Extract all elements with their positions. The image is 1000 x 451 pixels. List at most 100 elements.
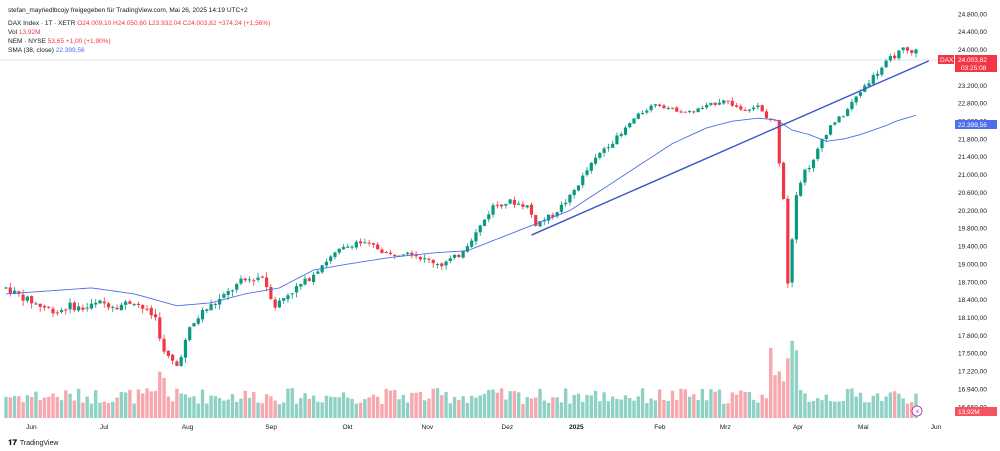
x-tick-label: Dez <box>502 424 514 431</box>
candle-body <box>709 102 713 105</box>
candle-body <box>786 198 790 284</box>
volume-bar <box>525 397 529 418</box>
candle-body <box>474 232 478 242</box>
y-tick-label: 21.400,00 <box>958 154 987 161</box>
volume-bar <box>683 389 687 418</box>
volume-bar <box>136 389 141 418</box>
volume-bar <box>534 397 538 418</box>
candle-body <box>551 214 555 218</box>
instrument-row[interactable]: DAX Index · 1T · XETR O24.009,10 H24.050… <box>8 19 270 28</box>
volume-bar <box>756 402 760 418</box>
volume-bar <box>666 401 670 418</box>
volume-bar <box>277 403 282 418</box>
candle-body <box>457 254 461 258</box>
volume-bar <box>786 358 790 418</box>
candle-body <box>465 246 470 252</box>
candle-body <box>568 194 572 203</box>
dax-tag-bg <box>938 55 954 64</box>
candle-body <box>461 251 465 258</box>
candle-body <box>166 350 170 356</box>
volume-bar <box>111 401 115 418</box>
candle-body <box>640 113 645 115</box>
candle-body <box>730 100 734 106</box>
vol-price-badge <box>955 407 997 416</box>
volume-bar <box>59 400 64 418</box>
sma-price-badge <box>955 120 997 129</box>
candle-body <box>286 295 290 300</box>
candle-body <box>371 243 376 245</box>
volume-bar <box>29 396 34 418</box>
volume-bar <box>380 403 384 418</box>
volume-bar <box>521 403 525 418</box>
volume-bar <box>679 388 683 418</box>
y-tick-label: 24.400,00 <box>958 29 987 36</box>
volume-bar <box>350 398 354 418</box>
volume-bar <box>726 403 730 418</box>
tradingview-logo[interactable]: 𝟏𝟕 TradingView <box>8 438 58 448</box>
volume-bar <box>546 402 551 418</box>
candle-body <box>717 102 722 105</box>
volume-bar <box>649 398 653 418</box>
volume-bar <box>388 390 393 418</box>
candle-body <box>517 203 521 205</box>
nem-row[interactable]: NEM · NYSE 53,65 +1,00 (+1,90%) <box>8 37 270 46</box>
volume-bar <box>704 400 709 418</box>
candle-body <box>316 271 320 274</box>
y-tick-label: 19.800,00 <box>958 226 987 233</box>
candle-body <box>893 55 897 59</box>
candle-body <box>42 305 47 308</box>
candle-body <box>72 302 76 311</box>
vol-label: Vol <box>8 29 18 36</box>
volume-bar <box>217 397 222 418</box>
volume-bar <box>393 390 397 418</box>
volume-bar <box>324 395 329 418</box>
volume-bar <box>606 401 611 418</box>
candle-body <box>529 204 534 215</box>
candle-body <box>158 317 162 339</box>
candle-body <box>636 113 640 119</box>
candle-body <box>435 263 440 265</box>
lightning-icon[interactable] <box>911 405 923 417</box>
volume-bar <box>311 395 316 418</box>
candle-body <box>478 225 482 233</box>
candle-body <box>521 204 525 207</box>
volume-bar <box>337 397 341 418</box>
volume-bar <box>551 397 555 418</box>
lightning-glyph: ⚡ <box>915 408 920 416</box>
candle-body <box>192 323 196 327</box>
volume-bar <box>183 394 188 418</box>
candle-body <box>30 296 34 304</box>
volume-bar <box>555 397 559 418</box>
candle-body <box>448 258 452 261</box>
candle-body <box>581 175 585 186</box>
candle-body <box>188 327 192 341</box>
candle-body <box>359 241 363 244</box>
candle-body <box>713 102 717 105</box>
candle-body <box>115 307 119 310</box>
candle-body <box>559 204 563 212</box>
sma-row[interactable]: SMA (38, close) 22.399,56 <box>8 46 270 55</box>
shared-by: stefan_mayriedlbcojy freigegeben für Tra… <box>8 7 248 14</box>
candle-body <box>106 303 111 308</box>
candle-body <box>209 304 213 311</box>
volume-bar <box>166 396 171 418</box>
candle-body <box>350 246 354 248</box>
volume-bar <box>602 392 606 418</box>
candle-body <box>880 67 884 75</box>
candle-body <box>816 148 820 160</box>
candle-body <box>282 298 286 301</box>
volume-bar <box>230 394 235 418</box>
volume-bar <box>196 403 200 418</box>
volume-bar <box>734 394 739 418</box>
trend-line[interactable] <box>531 60 930 236</box>
volume-bar <box>175 388 179 418</box>
candle-body <box>124 301 128 305</box>
candle-body <box>102 301 106 304</box>
candle-body <box>611 143 615 148</box>
candle-body <box>546 214 551 221</box>
volume-bar <box>568 403 572 418</box>
candle-body <box>346 246 350 248</box>
time-axis[interactable]: Jun Jul Aug Sep Okt Nov Dez 2025 Feb Mrz Apr Mai Jun <box>26 424 941 431</box>
vol-row[interactable]: Vol 13,92M <box>8 28 270 37</box>
